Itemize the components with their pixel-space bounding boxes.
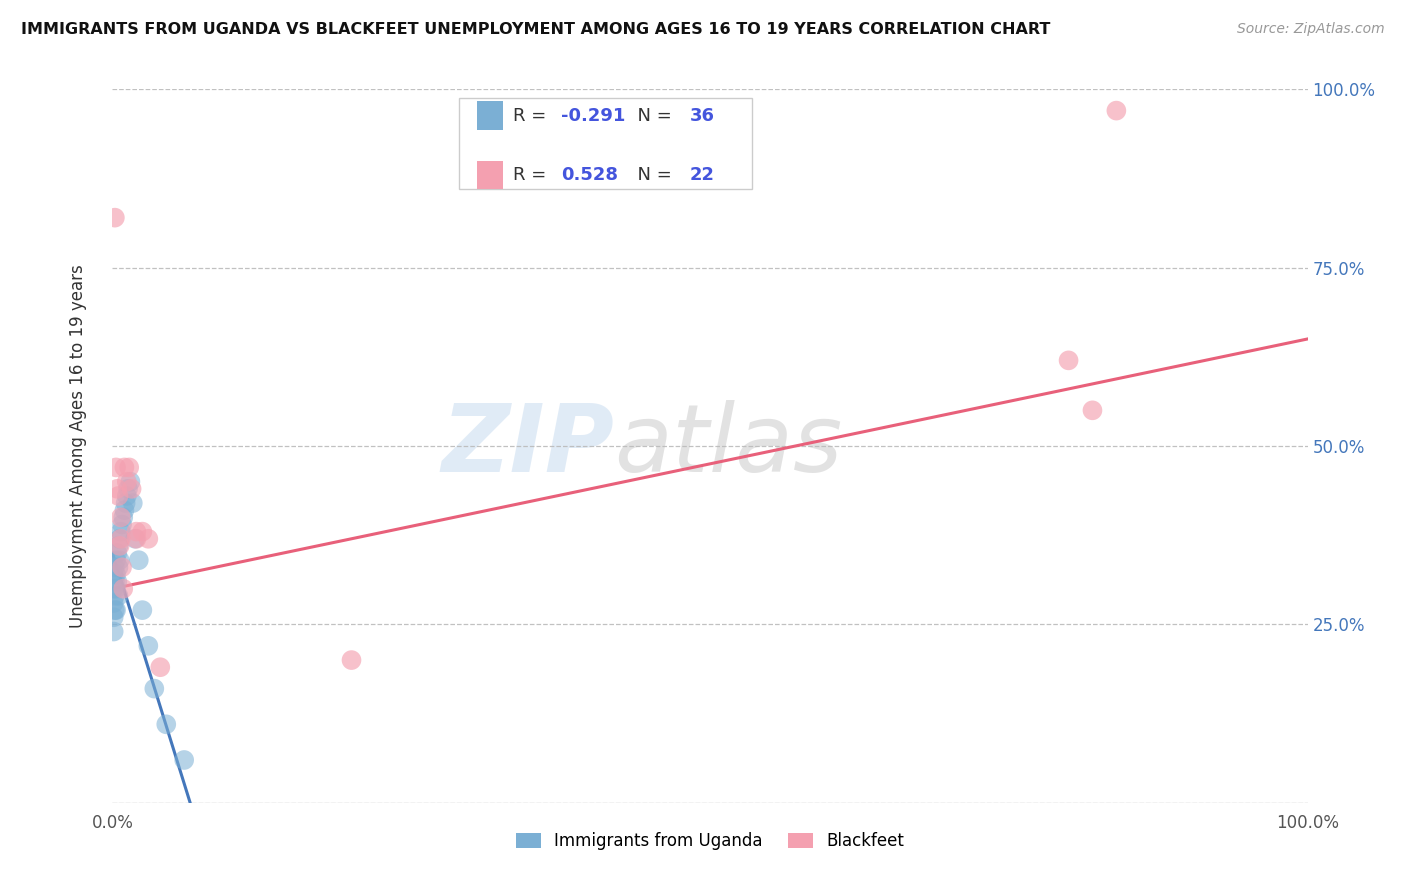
Text: 0.528: 0.528: [561, 166, 617, 184]
Point: [143, 681, 166, 696]
Point: [103, 610, 125, 624]
Point: [107, 560, 129, 574]
Point: [173, 753, 195, 767]
Point: [103, 624, 125, 639]
Point: [155, 717, 177, 731]
Point: [111, 560, 134, 574]
Point: [128, 553, 150, 567]
Y-axis label: Unemployment Among Ages 16 to 19 years: Unemployment Among Ages 16 to 19 years: [69, 264, 87, 628]
Point: [114, 503, 135, 517]
Point: [121, 482, 143, 496]
Point: [112, 510, 135, 524]
Point: [138, 532, 160, 546]
Text: Source: ZipAtlas.com: Source: ZipAtlas.com: [1237, 22, 1385, 37]
Point: [149, 660, 172, 674]
Point: [111, 517, 134, 532]
Point: [103, 596, 125, 610]
Point: [112, 582, 135, 596]
Point: [108, 553, 131, 567]
Point: [108, 532, 131, 546]
Point: [125, 532, 148, 546]
Point: [105, 460, 128, 475]
Point: [104, 589, 127, 603]
Point: [120, 475, 142, 489]
Text: 36: 36: [690, 107, 714, 125]
FancyBboxPatch shape: [477, 102, 503, 130]
Point: [105, 582, 128, 596]
Point: [105, 553, 128, 567]
Point: [103, 567, 125, 582]
Point: [104, 560, 127, 574]
Point: [104, 211, 127, 225]
Point: [107, 589, 129, 603]
Point: [138, 639, 160, 653]
Point: [114, 496, 136, 510]
Point: [105, 482, 128, 496]
Point: [103, 582, 125, 596]
Point: [115, 475, 138, 489]
Point: [1105, 103, 1128, 118]
FancyBboxPatch shape: [458, 98, 752, 189]
Point: [118, 460, 141, 475]
Point: [121, 496, 143, 510]
Text: 22: 22: [690, 166, 714, 184]
Legend: Immigrants from Uganda, Blackfeet: Immigrants from Uganda, Blackfeet: [508, 824, 912, 859]
Point: [115, 489, 138, 503]
Point: [340, 653, 363, 667]
Text: N =: N =: [627, 107, 678, 125]
Point: [107, 539, 129, 553]
Point: [117, 482, 139, 496]
Point: [131, 524, 153, 539]
Point: [110, 510, 132, 524]
Text: IMMIGRANTS FROM UGANDA VS BLACKFEET UNEMPLOYMENT AMONG AGES 16 TO 19 YEARS CORRE: IMMIGRANTS FROM UGANDA VS BLACKFEET UNEM…: [21, 22, 1050, 37]
Point: [105, 567, 128, 582]
Point: [104, 574, 127, 589]
Text: R =: R =: [513, 166, 551, 184]
Point: [1081, 403, 1104, 417]
FancyBboxPatch shape: [477, 161, 503, 189]
Point: [1057, 353, 1080, 368]
Point: [108, 539, 131, 553]
Point: [125, 524, 148, 539]
Point: [110, 532, 132, 546]
Point: [105, 546, 128, 560]
Text: R =: R =: [513, 107, 551, 125]
Text: atlas: atlas: [614, 401, 842, 491]
Point: [105, 603, 128, 617]
Text: N =: N =: [627, 166, 678, 184]
Text: ZIP: ZIP: [441, 400, 614, 492]
Point: [105, 574, 128, 589]
Point: [124, 532, 146, 546]
Point: [104, 603, 127, 617]
Point: [107, 489, 129, 503]
Point: [110, 524, 132, 539]
Point: [131, 603, 153, 617]
Text: -0.291: -0.291: [561, 107, 626, 125]
Point: [114, 460, 135, 475]
